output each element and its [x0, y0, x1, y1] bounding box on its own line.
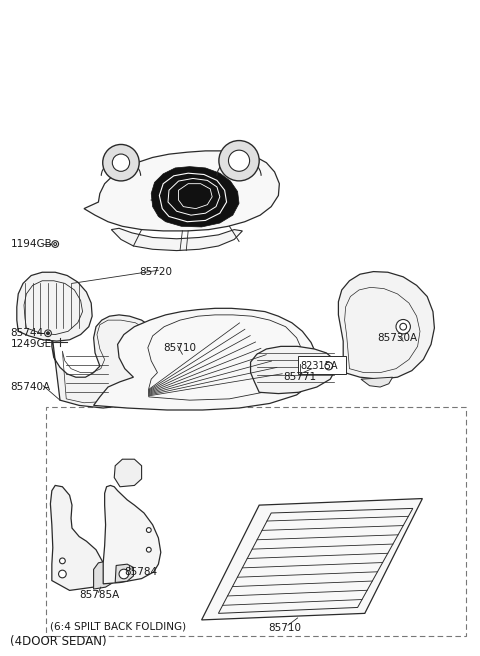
Circle shape [146, 547, 151, 552]
Polygon shape [52, 315, 164, 408]
Circle shape [112, 154, 130, 171]
Circle shape [103, 144, 139, 181]
Circle shape [60, 558, 65, 564]
Polygon shape [202, 499, 422, 620]
Text: 85710: 85710 [268, 623, 301, 634]
Circle shape [325, 362, 333, 370]
Circle shape [59, 570, 66, 578]
Polygon shape [361, 377, 393, 387]
Text: (6:4 SPILT BACK FOLDING): (6:4 SPILT BACK FOLDING) [50, 621, 187, 632]
Polygon shape [94, 308, 318, 410]
Text: 1194GB: 1194GB [11, 239, 52, 249]
Circle shape [228, 150, 250, 171]
Circle shape [47, 332, 49, 335]
Polygon shape [338, 272, 434, 379]
Polygon shape [251, 346, 336, 394]
Circle shape [146, 527, 151, 533]
Text: 85771: 85771 [283, 372, 316, 382]
Circle shape [52, 241, 59, 247]
Text: 85744: 85744 [11, 328, 44, 338]
Polygon shape [94, 561, 119, 589]
Circle shape [219, 140, 259, 181]
Polygon shape [115, 564, 133, 583]
Text: 1249GE: 1249GE [11, 339, 52, 350]
Text: 85720: 85720 [139, 267, 172, 277]
Circle shape [396, 319, 410, 334]
Polygon shape [114, 459, 142, 487]
Text: 85785A: 85785A [79, 590, 120, 600]
Text: 85710: 85710 [163, 342, 196, 353]
Polygon shape [111, 228, 242, 251]
Circle shape [119, 569, 129, 579]
Bar [46, 407, 466, 636]
Text: 82315A: 82315A [300, 361, 337, 371]
Text: (4DOOR SEDAN): (4DOOR SEDAN) [10, 635, 106, 648]
Polygon shape [151, 167, 239, 227]
Circle shape [45, 330, 51, 337]
Polygon shape [17, 272, 92, 341]
Polygon shape [50, 485, 103, 590]
Text: 85784: 85784 [124, 567, 157, 577]
Text: 85740A: 85740A [11, 382, 51, 392]
Polygon shape [84, 151, 279, 231]
Text: 85730A: 85730A [377, 333, 417, 343]
Polygon shape [103, 485, 161, 584]
Bar [298, 356, 346, 374]
